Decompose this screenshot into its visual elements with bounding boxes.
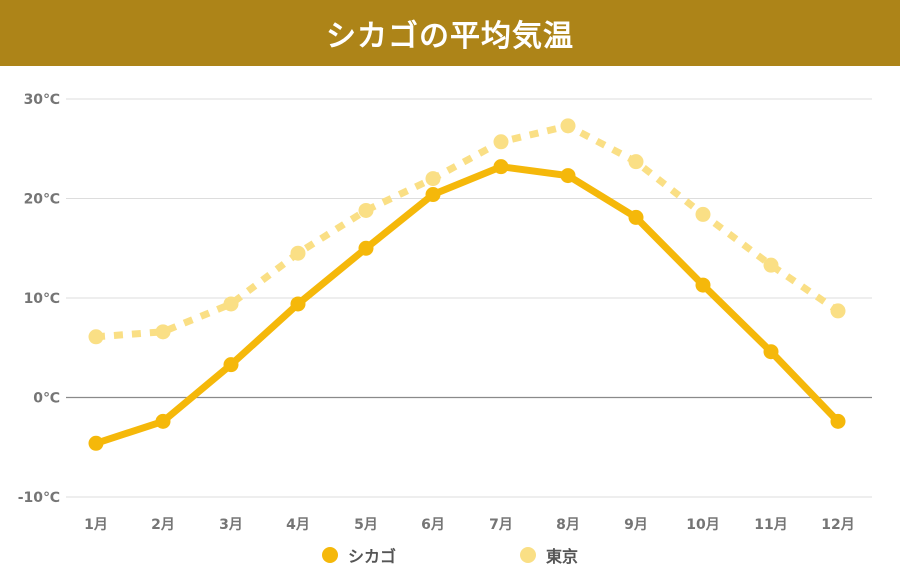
y-tick-label: -10℃ xyxy=(18,490,60,506)
data-point-chicago xyxy=(493,159,509,175)
data-point-chicago xyxy=(830,413,846,429)
data-point-tokyo xyxy=(830,303,846,319)
x-tick-label: 6月 xyxy=(421,517,445,533)
x-tick-label: 8月 xyxy=(556,517,580,533)
data-point-chicago xyxy=(695,277,711,293)
data-point-chicago xyxy=(358,240,374,256)
legend-item-tokyo: 東京 xyxy=(520,542,578,568)
data-point-tokyo xyxy=(290,245,306,261)
x-tick-label: 7月 xyxy=(489,517,513,533)
data-point-chicago xyxy=(763,344,779,360)
legend-dot-tokyo xyxy=(520,547,536,563)
x-tick-label: 2月 xyxy=(151,517,175,533)
legend-label-chicago: シカゴ xyxy=(348,547,397,566)
x-tick-label: 11月 xyxy=(754,517,787,533)
data-point-chicago xyxy=(223,357,239,373)
data-point-chicago xyxy=(155,413,171,429)
data-point-tokyo xyxy=(358,202,374,218)
data-point-tokyo xyxy=(628,154,644,170)
legend: シカゴ 東京 xyxy=(0,542,900,568)
data-point-tokyo xyxy=(155,324,171,340)
data-point-tokyo xyxy=(223,296,239,312)
legend-item-chicago: シカゴ xyxy=(322,542,396,568)
x-tick-label: 3月 xyxy=(219,517,243,533)
series-line-chicago xyxy=(92,163,842,447)
legend-dot-chicago xyxy=(322,547,338,563)
data-point-chicago xyxy=(88,435,104,451)
data-point-tokyo xyxy=(425,171,441,187)
data-point-tokyo xyxy=(695,206,711,222)
x-tick-label: 12月 xyxy=(821,517,854,533)
chart-title: シカゴの平均気温 xyxy=(326,19,574,54)
x-tick-label: 4月 xyxy=(286,517,310,533)
data-point-chicago xyxy=(628,209,644,225)
data-point-tokyo xyxy=(88,329,104,345)
chart-header: シカゴの平均気温 xyxy=(0,0,900,66)
data-point-tokyo xyxy=(763,257,779,273)
x-tick-label: 10月 xyxy=(686,517,719,533)
series-line-tokyo xyxy=(95,122,840,341)
data-point-tokyo xyxy=(560,118,576,134)
y-tick-label: 0℃ xyxy=(33,391,60,407)
x-tick-label: 1月 xyxy=(84,517,108,533)
data-point-chicago xyxy=(290,296,306,312)
x-tick-label: 9月 xyxy=(624,517,648,533)
y-tick-label: 10℃ xyxy=(24,291,60,307)
y-tick-label: 30℃ xyxy=(24,92,60,108)
data-point-chicago xyxy=(425,187,441,203)
y-tick-label: 20℃ xyxy=(24,192,60,208)
data-point-chicago xyxy=(560,168,576,184)
x-tick-label: 5月 xyxy=(354,517,378,533)
legend-label-tokyo: 東京 xyxy=(546,547,579,566)
data-point-tokyo xyxy=(493,134,509,150)
